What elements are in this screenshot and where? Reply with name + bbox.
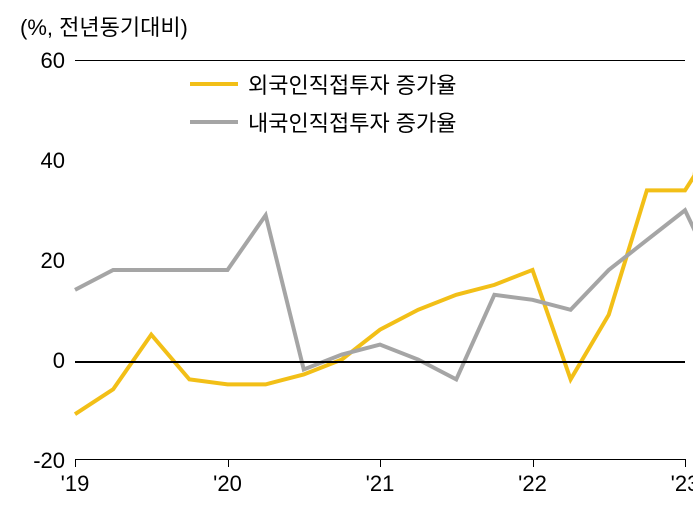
y-axis-unit-label: (%, 전년동기대비) (20, 10, 188, 42)
y-tick-label: 0 (53, 348, 75, 374)
zero-line (75, 361, 685, 363)
y-tick-label: 40 (41, 148, 75, 174)
legend-swatch (190, 120, 238, 124)
x-tick-label: '20 (213, 459, 242, 497)
legend-swatch (190, 82, 238, 86)
x-tick-label: '22 (518, 459, 547, 497)
y-tick-label: 60 (41, 48, 75, 74)
legend-label: 내국인직접투자 증가율 (248, 106, 457, 138)
chart-container: (%, 전년동기대비) -200204060'19'20'21'22'23 외국… (0, 0, 693, 515)
x-tick-label: '23 (671, 459, 693, 497)
legend-label: 외국인직접투자 증가율 (248, 68, 457, 100)
legend-item: 내국인직접투자 증가율 (190, 106, 457, 138)
y-tick-label: 20 (41, 248, 75, 274)
legend: 외국인직접투자 증가율내국인직접투자 증가율 (190, 68, 457, 144)
x-tick-label: '21 (366, 459, 395, 497)
x-tick-label: '19 (61, 459, 90, 497)
legend-item: 외국인직접투자 증가율 (190, 68, 457, 100)
